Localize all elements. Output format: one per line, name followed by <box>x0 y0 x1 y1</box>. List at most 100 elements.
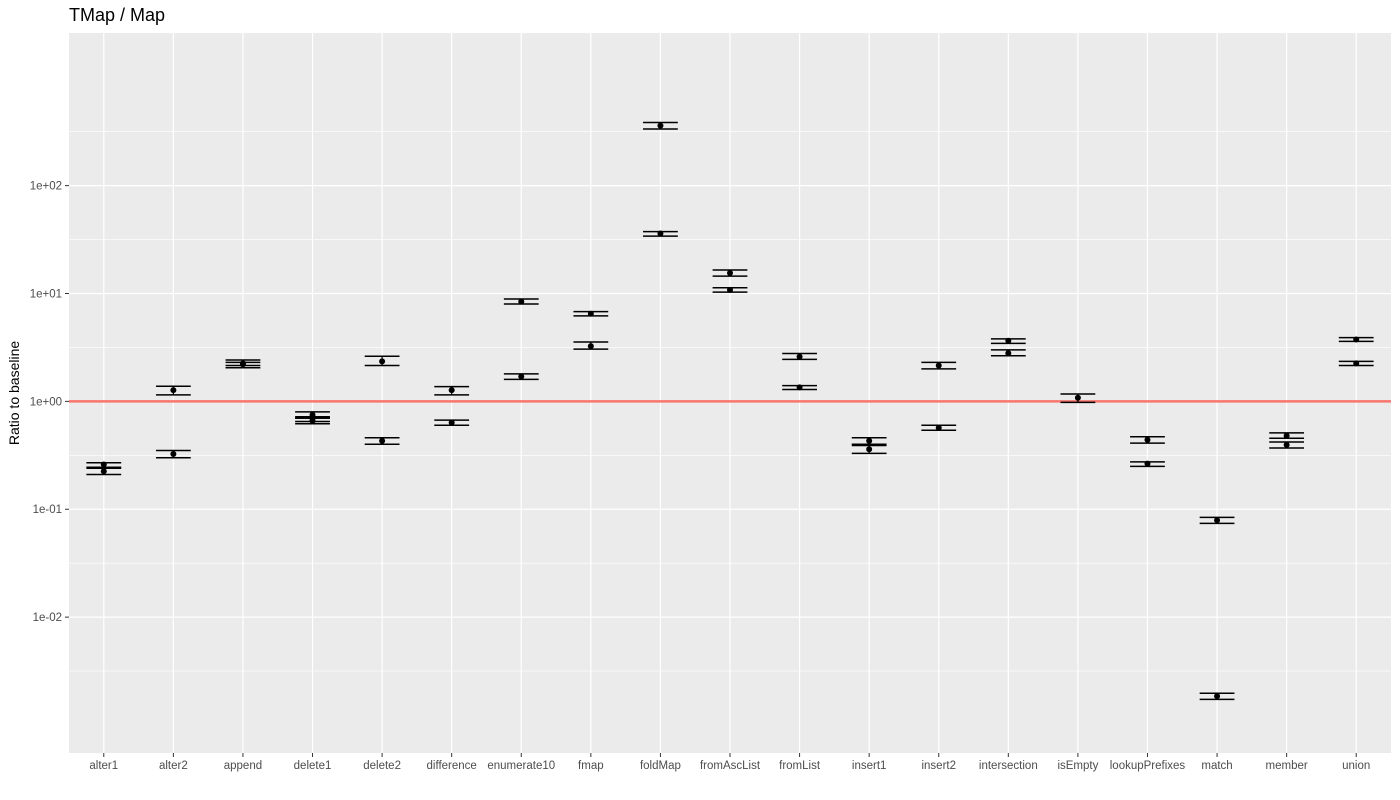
x-tick-label-insert2: insert2 <box>921 760 956 772</box>
data-point-lookupPrefixes <box>1130 435 1165 444</box>
data-point-append <box>225 361 261 369</box>
y-tick-label: 1e+00 <box>30 396 62 408</box>
data-point-insert2 <box>921 361 957 370</box>
data-point-difference <box>434 385 470 396</box>
x-tick-label-isEmpty: isEmpty <box>1057 760 1098 772</box>
data-point-intersection <box>990 337 1026 345</box>
x-tick-label-fromList: fromList <box>779 760 821 772</box>
point-marker <box>1283 432 1290 439</box>
point-marker <box>1283 441 1290 448</box>
data-point-member <box>1269 432 1305 440</box>
data-point-delete2 <box>364 355 400 367</box>
data-point-alter2 <box>155 385 191 396</box>
point-marker <box>518 298 525 305</box>
data-point-alter1 <box>86 467 122 476</box>
point-marker <box>935 362 942 369</box>
data-point-match <box>1199 692 1235 701</box>
point-marker <box>100 461 107 468</box>
x-tick-label-difference: difference <box>427 760 477 772</box>
y-tick-label: 1e-02 <box>33 612 62 624</box>
point-marker <box>727 269 733 276</box>
point-marker <box>587 310 594 317</box>
x-tick-label-alter2: alter2 <box>159 760 188 772</box>
y-axis-ticks: 1e-02 1e-01 1e+00 1e+01 1e+02 <box>30 181 69 624</box>
x-tick-label-member: member <box>1266 760 1308 772</box>
point-marker <box>866 446 873 453</box>
point-marker <box>587 343 594 350</box>
data-point-fromAscList <box>712 269 748 277</box>
data-point-lookupPrefixes <box>1130 460 1165 468</box>
data-point-difference <box>434 419 470 427</box>
x-tick-label-union: union <box>1342 760 1370 772</box>
x-tick-label-match: match <box>1201 760 1232 772</box>
point-marker <box>1353 336 1360 343</box>
data-point-enumerate10 <box>503 298 539 305</box>
data-point-intersection <box>990 349 1026 357</box>
point-marker <box>1144 460 1151 467</box>
data-point-alter2 <box>155 449 191 459</box>
data-point-match <box>1199 516 1235 525</box>
data-point-insert2 <box>921 424 957 431</box>
data-point-member <box>1269 441 1305 449</box>
point-marker <box>657 230 664 237</box>
point-marker <box>518 373 525 380</box>
y-axis-label: Ratio to baseline <box>6 341 22 446</box>
data-point-insert1 <box>851 437 887 446</box>
x-tick-label-alter1: alter1 <box>89 760 118 772</box>
x-tick-label-delete2: delete2 <box>363 760 401 772</box>
x-tick-label-foldMap: foldMap <box>640 760 681 772</box>
point-marker <box>309 417 316 424</box>
point-marker <box>1005 350 1012 357</box>
x-axis-ticks: alter1 alter2 append delete1 delete2 differen… <box>89 753 1370 772</box>
point-marker <box>1214 693 1221 700</box>
y-tick-label: 1e+01 <box>30 289 62 301</box>
data-point-enumerate10 <box>503 373 539 381</box>
x-tick-label-insert1: insert1 <box>852 760 887 772</box>
data-point-union <box>1338 336 1374 343</box>
data-point-union <box>1338 360 1374 367</box>
point-marker <box>796 353 803 360</box>
point-marker <box>170 387 177 394</box>
x-tick-label-intersection: intersection <box>979 760 1038 772</box>
data-point-fromList <box>782 384 817 391</box>
x-tick-label-append: append <box>224 760 262 772</box>
point-marker <box>448 387 455 394</box>
point-marker <box>100 468 107 475</box>
data-marks <box>86 121 1374 701</box>
x-tick-label-enumerate10: enumerate10 <box>487 760 555 772</box>
point-marker <box>1144 436 1151 443</box>
y-tick-label: 1e-01 <box>33 504 62 516</box>
data-point-fmap <box>573 341 609 350</box>
point-marker <box>935 424 942 431</box>
data-point-fmap <box>573 310 609 317</box>
data-point-fromAscList <box>712 286 748 293</box>
point-marker <box>866 437 873 444</box>
point-marker <box>379 358 386 365</box>
point-marker <box>796 384 803 391</box>
y-tick-label: 1e+02 <box>30 181 62 193</box>
x-tick-label-fmap: fmap <box>578 760 604 772</box>
point-marker <box>1353 360 1360 367</box>
data-point-fromList <box>782 352 817 361</box>
x-tick-label-delete1: delete1 <box>294 760 332 772</box>
data-point-delete1 <box>295 417 330 425</box>
x-tick-label-lookupPrefixes: lookupPrefixes <box>1110 760 1186 772</box>
point-marker <box>239 361 246 368</box>
point-marker <box>1005 337 1012 344</box>
point-marker <box>379 437 386 444</box>
data-point-insert1 <box>851 444 887 455</box>
point-marker <box>1214 517 1221 524</box>
point-marker <box>727 286 733 293</box>
data-point-isEmpty <box>1060 393 1096 404</box>
chart-title: TMap / Map <box>69 5 165 25</box>
point-marker <box>170 451 177 458</box>
point-marker <box>657 122 664 129</box>
data-point-delete2 <box>364 437 400 446</box>
point-marker <box>448 419 455 426</box>
point-marker <box>1074 394 1081 401</box>
data-point-foldMap <box>643 121 678 130</box>
data-point-alter1 <box>86 461 122 469</box>
data-point-foldMap <box>643 230 678 237</box>
x-tick-label-fromAscList: fromAscList <box>700 760 761 772</box>
